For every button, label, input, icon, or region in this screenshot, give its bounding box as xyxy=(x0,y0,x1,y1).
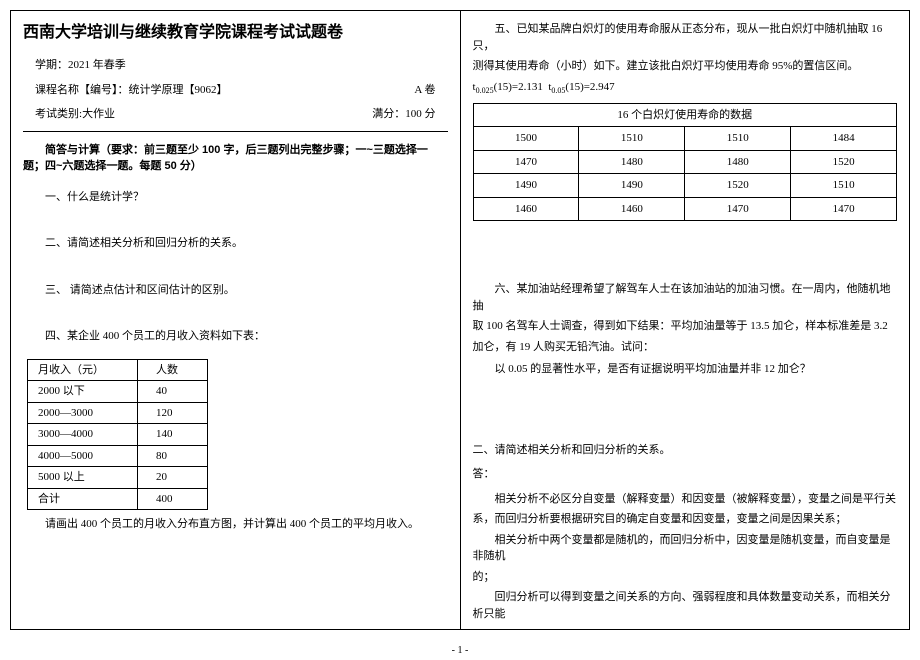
spacer xyxy=(473,382,898,442)
semester-value: 2021 年春季 xyxy=(68,59,126,71)
table-row: 5000 以上20 xyxy=(28,467,208,489)
bulb-cell: 1520 xyxy=(685,174,791,198)
examtype-label: 考试类别: xyxy=(35,108,82,120)
table-row: 1490149015201510 xyxy=(473,174,897,198)
table-row: 1470148014801520 xyxy=(473,150,897,174)
bulb-cell: 1470 xyxy=(791,197,897,221)
answer-p1: 相关分析不必区分自变量（解释变量）和因变量（被解释变量），变量之间是平行关 xyxy=(473,491,898,508)
question-4-intro: 四、某企业 400 个员工的月收入资料如下表： xyxy=(23,328,448,345)
exam-title: 西南大学培训与继续教育学院课程考试试题卷 xyxy=(23,21,448,45)
fullmarks-label: 满分： xyxy=(372,108,405,120)
semester-label: 学期： xyxy=(35,59,68,71)
bulb-cell: 1490 xyxy=(473,174,579,198)
q5-line2: 测得其使用寿命（小时）如下。建立该批白炽灯平均使用寿命 95%的置信区间。 xyxy=(473,58,898,75)
fullmarks-cell: 满分：100 分 xyxy=(372,106,435,123)
bulb-caption: 16 个白炽灯使用寿命的数据 xyxy=(473,103,897,127)
table-row: 2000—3000120 xyxy=(28,402,208,424)
bulb-cell: 1490 xyxy=(579,174,685,198)
q5-line1: 五、已知某品牌白炽灯的使用寿命服从正态分布，现从一批白炽灯中随机抽取 16 只， xyxy=(473,21,898,54)
divider xyxy=(23,131,448,132)
bulb-cell: 1460 xyxy=(473,197,579,221)
question-3: 三、 请简述点估计和区间估计的区别。 xyxy=(23,282,448,299)
question-2: 二、请简述相关分析和回归分析的关系。 xyxy=(23,235,448,252)
col-income-header: 月收入（元） xyxy=(28,359,138,381)
bulb-caption-row: 16 个白炽灯使用寿命的数据 xyxy=(473,103,897,127)
question-4-task: 请画出 400 个员工的月收入分布直方图，并计算出 400 个员工的平均月收入。 xyxy=(23,516,448,533)
bulb-cell: 1470 xyxy=(685,197,791,221)
fullmarks-value: 100 分 xyxy=(405,108,435,120)
q6-line1: 六、某加油站经理希望了解驾车人士在该加油站的加油习惯。在一周内，他随机地抽 xyxy=(473,281,898,314)
table-row: 3000—4000140 xyxy=(28,424,208,446)
answer-p5: 回归分析可以得到变量之间关系的方向、强弱程度和具体数量变动关系，而相关分析只能 xyxy=(473,589,898,622)
course-label: 课程名称【编号】： xyxy=(35,84,129,96)
income-table: 月收入（元） 人数 2000 以下40 2000—3000120 3000—40… xyxy=(27,359,208,511)
bulb-cell: 1510 xyxy=(685,127,791,151)
examtype-cell: 考试类别:大作业 xyxy=(35,106,115,123)
income-cell: 2000—3000 xyxy=(28,402,138,424)
left-column: 西南大学培训与继续教育学院课程考试试题卷 学期：2021 年春季 课程名称【编号… xyxy=(11,11,461,629)
q5-tvals: t0.025(15)=2.131 t0.05(15)=2.947 xyxy=(473,79,898,97)
answer-p4: 的； xyxy=(473,569,898,586)
table-row: 2000 以下40 xyxy=(28,381,208,403)
total-count: 400 xyxy=(138,488,208,510)
count-cell: 40 xyxy=(138,381,208,403)
question-1: 一、什么是统计学？ xyxy=(23,189,448,206)
count-cell: 20 xyxy=(138,467,208,489)
income-cell: 2000 以下 xyxy=(28,381,138,403)
bulb-cell: 1500 xyxy=(473,127,579,151)
table-row: 合计400 xyxy=(28,488,208,510)
page-number: - 1 - xyxy=(452,643,469,658)
bulb-cell: 1510 xyxy=(791,174,897,198)
bulb-cell: 1484 xyxy=(791,127,897,151)
table-row: 1460146014701470 xyxy=(473,197,897,221)
bulb-cell: 1480 xyxy=(685,150,791,174)
course-value: 统计学原理【9062】 xyxy=(129,84,228,96)
answer-q2-title: 二、请简述相关分析和回归分析的关系。 xyxy=(473,442,898,459)
q6-line3: 加仑，有 19 人购买无铅汽油。试问： xyxy=(473,339,898,356)
income-cell: 5000 以上 xyxy=(28,467,138,489)
answer-label: 答： xyxy=(473,466,898,483)
q6-line4: 以 0.05 的显著性水平，是否有证据说明平均加油量并非 12 加仑？ xyxy=(473,361,898,378)
table-row: 4000—500080 xyxy=(28,445,208,467)
bulb-cell: 1510 xyxy=(579,127,685,151)
bulb-cell: 1520 xyxy=(791,150,897,174)
examtype-value: 大作业 xyxy=(82,108,115,120)
q6-line2: 取 100 名驾车人士调查，得到如下结果：平均加油量等于 13.5 加仑，样本标… xyxy=(473,318,898,335)
bulb-table: 16 个白炽灯使用寿命的数据 1500151015101484 14701480… xyxy=(473,103,898,222)
right-column: 五、已知某品牌白炽灯的使用寿命服从正态分布，现从一批白炽灯中随机抽取 16 只，… xyxy=(461,11,910,629)
page-frame: 西南大学培训与继续教育学院课程考试试题卷 学期：2021 年春季 课程名称【编号… xyxy=(10,10,910,630)
paper-type: A 卷 xyxy=(414,82,435,99)
bulb-cell: 1460 xyxy=(579,197,685,221)
section-instructions: 简答与计算（要求：前三题至少 100 字，后三题列出完整步骤；一~三题选择一题；… xyxy=(23,142,448,175)
bulb-cell: 1470 xyxy=(473,150,579,174)
count-cell: 140 xyxy=(138,424,208,446)
total-label: 合计 xyxy=(28,488,138,510)
semester-line: 学期：2021 年春季 xyxy=(35,57,448,74)
answer-p3: 相关分析中两个变量都是随机的，而回归分析中，因变量是随机变量，而自变量是非随机 xyxy=(473,532,898,565)
table-row: 月收入（元） 人数 xyxy=(28,359,208,381)
income-cell: 4000—5000 xyxy=(28,445,138,467)
examtype-row: 考试类别:大作业 满分：100 分 xyxy=(35,106,436,123)
spacer xyxy=(473,221,898,281)
income-cell: 3000—4000 xyxy=(28,424,138,446)
count-cell: 120 xyxy=(138,402,208,424)
count-cell: 80 xyxy=(138,445,208,467)
answer-p2: 系，而回归分析要根据研究目的确定自变量和因变量，变量之间是因果关系； xyxy=(473,511,898,528)
course-row: 课程名称【编号】：统计学原理【9062】 A 卷 xyxy=(35,82,436,99)
table-row: 1500151015101484 xyxy=(473,127,897,151)
col-count-header: 人数 xyxy=(138,359,208,381)
bulb-cell: 1480 xyxy=(579,150,685,174)
course-cell: 课程名称【编号】：统计学原理【9062】 xyxy=(35,82,228,99)
